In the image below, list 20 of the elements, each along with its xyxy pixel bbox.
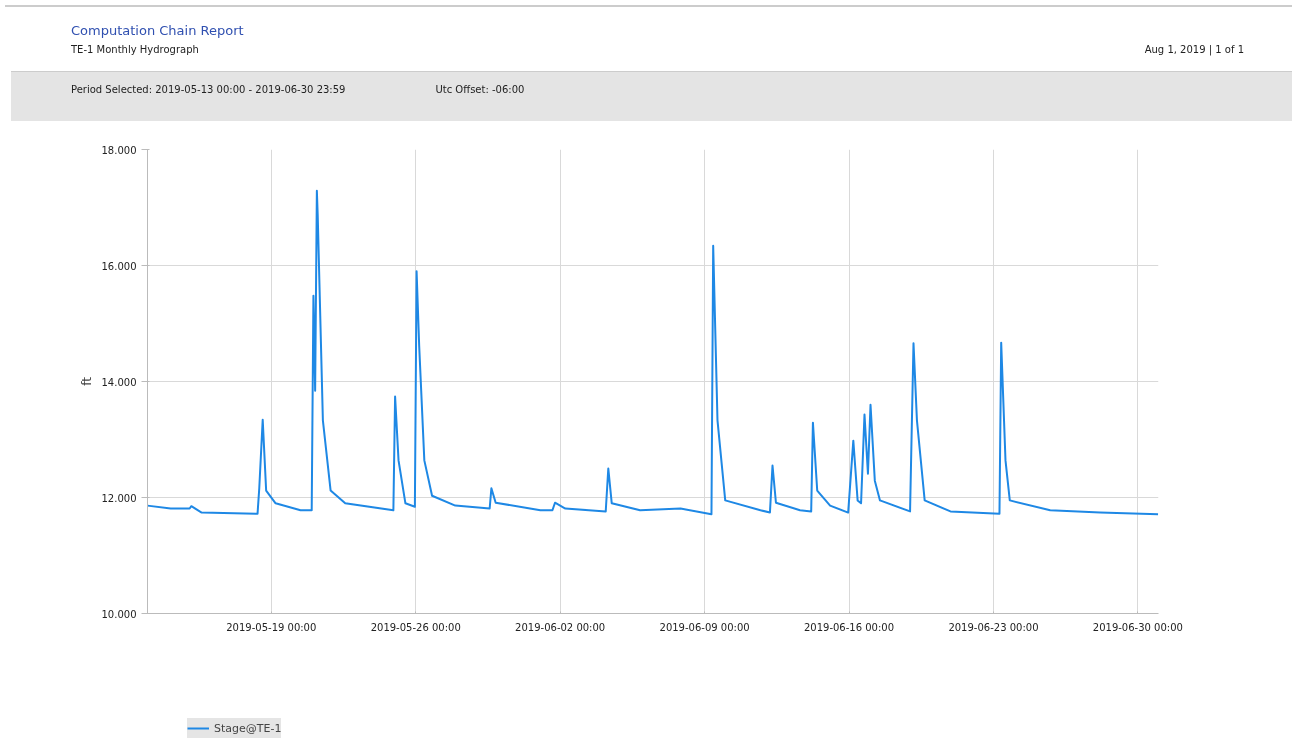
line-series — [147, 189, 1159, 516]
text: Utc Offset: -06:00 — [435, 84, 525, 95]
text: Aug 1, 2019 | 1 of 1 — [1144, 43, 1244, 58]
y-tick-label: 10.000 — [101, 608, 137, 620]
y-axis-title: ft — [79, 376, 94, 386]
y-tick-label: 18.000 — [101, 144, 137, 156]
x-tick-label: 2019-05-26 00:00 — [370, 621, 461, 633]
y-tick-label: 12.000 — [101, 492, 137, 504]
x-tick-label: 2019-06-30 00:00 — [1092, 621, 1183, 633]
x-tick-label: 2019-06-02 00:00 — [515, 621, 606, 633]
y-tick-label: 14.000 — [101, 376, 137, 388]
x-tick-label: 2019-06-16 00:00 — [803, 621, 895, 633]
x-tick-label: 2019-05-19 00:00 — [226, 621, 317, 633]
x-tick-label: 2019-06-23 00:00 — [948, 621, 1039, 633]
y-tick-label: 16.000 — [101, 260, 137, 272]
legend-label: Stage@TE-1 — [214, 721, 282, 735]
chart-title: Computation Chain Report — [71, 22, 244, 40]
x-tick-label: 2019-06-09 00:00 — [659, 621, 750, 633]
text: Period Selected: 2019-05-13 00:00 - 2019-06-30 23:59 — [71, 84, 346, 95]
chart-subtitle: TE-1 Monthly Hydrograph — [71, 43, 199, 57]
